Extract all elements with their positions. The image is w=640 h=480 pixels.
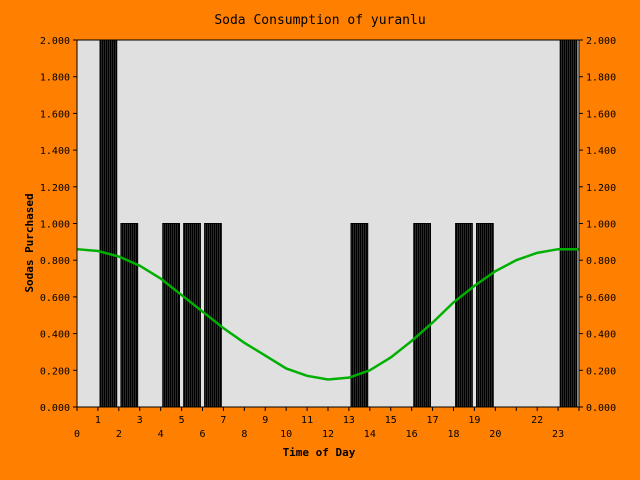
bar [413, 223, 431, 408]
bar [455, 223, 473, 408]
x-tick-label: 16 [406, 429, 418, 440]
x-tick-label: 12 [322, 429, 334, 440]
trend-curve [76, 247, 579, 381]
x-tick-label: 4 [158, 429, 164, 440]
x-tick-label: 6 [199, 429, 205, 440]
bar [350, 223, 369, 408]
x-tick-label: 3 [137, 415, 143, 426]
x-tick-label: 0 [74, 429, 80, 440]
x-tick-label: 18 [447, 429, 459, 440]
y-tick-label-right: 1.200 [586, 183, 616, 194]
x-tick-label: 20 [489, 429, 501, 440]
bar [99, 39, 118, 408]
y-tick-label-left: 0.600 [40, 293, 70, 304]
y-tick-label-left: 1.200 [40, 183, 70, 194]
y-tick-label-right: 1.000 [586, 220, 616, 231]
y-axis-label: Sodas Purchased [23, 193, 36, 292]
x-tick-label: 7 [220, 415, 226, 426]
y-tick-label-right: 0.600 [586, 293, 616, 304]
y-tick-label-right: 0.000 [586, 403, 616, 414]
x-tick-label: 23 [552, 429, 564, 440]
y-tick-label-right: 1.600 [586, 109, 616, 120]
y-tick-label-left: 0.000 [40, 403, 70, 414]
x-tick-label: 22 [531, 415, 543, 426]
x-tick-label: 13 [343, 415, 355, 426]
y-tick-label-left: 1.600 [40, 109, 70, 120]
y-tick-label-left: 2.000 [40, 36, 70, 47]
bar [183, 223, 201, 408]
bar [559, 39, 578, 408]
y-tick-label-right: 2.000 [586, 36, 616, 47]
x-tick-label: 9 [262, 415, 268, 426]
x-tick-label: 2 [116, 429, 122, 440]
y-tick-label-left: 1.000 [40, 220, 70, 231]
bar [120, 223, 139, 408]
plot-area [77, 40, 579, 407]
y-tick-label-left: 0.800 [40, 256, 70, 267]
x-tick-label: 5 [179, 415, 185, 426]
y-tick-label-left: 1.400 [40, 146, 70, 157]
chart-title: Soda Consumption of yuranlu [214, 13, 425, 28]
x-axis-label: Time of Day [283, 446, 356, 459]
x-tick-label: 14 [364, 429, 376, 440]
x-tick-label: 1 [95, 415, 101, 426]
axes-group: 0.000 0.000 0.200 0.200 0.400 0.400 0.600 0.600… [40, 36, 616, 440]
y-tick-label-right: 0.400 [586, 330, 616, 341]
x-tick-label: 15 [385, 415, 397, 426]
x-tick-label: 10 [280, 429, 292, 440]
x-tick-label: 8 [241, 429, 247, 440]
y-tick-label-left: 0.400 [40, 330, 70, 341]
y-tick-label-left: 0.200 [40, 366, 70, 377]
x-tick-label: 19 [468, 415, 480, 426]
y-tick-label-right: 0.800 [586, 256, 616, 267]
y-tick-label-right: 1.800 [586, 73, 616, 84]
bars-group [99, 39, 578, 408]
x-tick-label: 17 [427, 415, 439, 426]
y-tick-label-right: 1.400 [586, 146, 616, 157]
x-tick-label: 11 [301, 415, 313, 426]
y-tick-label-left: 1.800 [40, 73, 70, 84]
y-tick-label-right: 0.200 [586, 366, 616, 377]
bar [162, 223, 180, 408]
bar [476, 223, 494, 408]
